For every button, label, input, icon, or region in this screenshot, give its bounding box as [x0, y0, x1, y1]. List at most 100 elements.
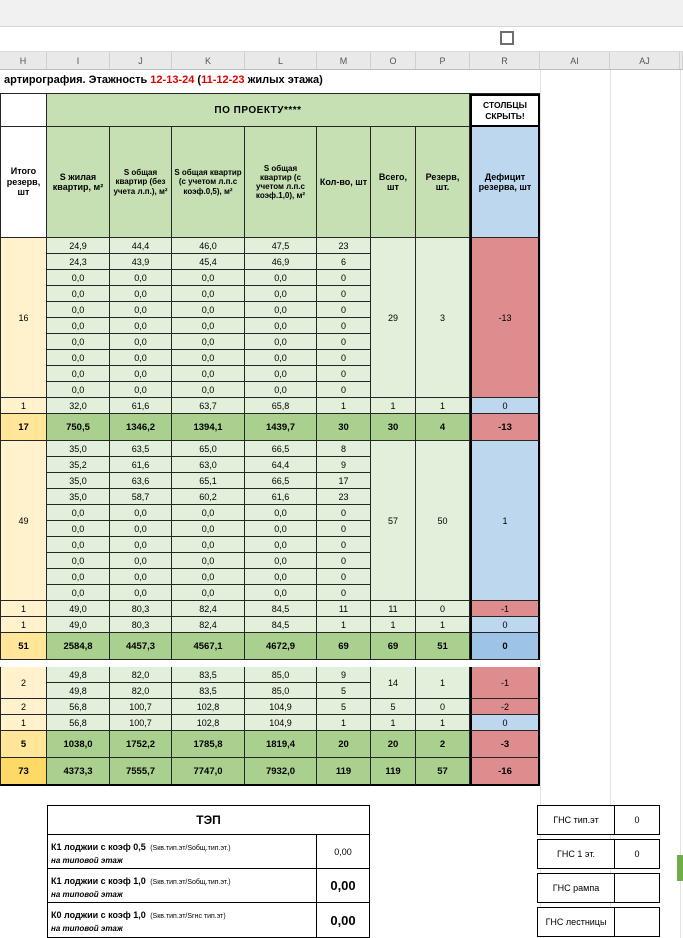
data-cell[interactable]: 30 [317, 414, 371, 441]
reserve-cell[interactable]: 1 [416, 667, 470, 699]
data-cell[interactable]: 0,0 [172, 585, 245, 601]
data-cell[interactable]: 46,9 [245, 254, 317, 270]
column-letter[interactable]: O [371, 52, 416, 69]
data-cell[interactable]: 0,0 [245, 366, 317, 382]
reserve-count-cell[interactable]: 1 [0, 398, 47, 414]
data-cell[interactable]: 17 [317, 473, 371, 489]
data-cell[interactable]: 0,0 [110, 366, 172, 382]
data-cell[interactable]: 20 [317, 731, 371, 758]
data-cell[interactable]: 0,0 [172, 382, 245, 398]
data-cell[interactable]: 0,0 [245, 286, 317, 302]
data-cell[interactable]: 0 [317, 350, 371, 366]
total-cell[interactable]: 14 [371, 667, 416, 699]
reserve-cell[interactable]: 1 [416, 715, 470, 731]
data-cell[interactable]: 750,5 [47, 414, 110, 441]
data-cell[interactable]: 35,0 [47, 473, 110, 489]
data-cell[interactable]: 85,0 [245, 683, 317, 699]
data-cell[interactable]: 2584,8 [47, 633, 110, 660]
reserve-count-cell[interactable]: 16 [0, 238, 47, 398]
data-cell[interactable]: 0,0 [245, 334, 317, 350]
data-cell[interactable]: 1819,4 [245, 731, 317, 758]
data-cell[interactable]: 0,0 [110, 302, 172, 318]
gns-value-cell[interactable]: 0 [615, 839, 660, 869]
data-cell[interactable]: 0,0 [172, 334, 245, 350]
data-cell[interactable]: 9 [317, 667, 371, 683]
reserve-count-cell[interactable]: 1 [0, 617, 47, 633]
data-cell[interactable]: 1 [317, 715, 371, 731]
sheet-title[interactable]: артирография. Этажность 12-13-24 (11-12-… [4, 74, 323, 86]
data-cell[interactable]: 63,7 [172, 398, 245, 414]
column-letter[interactable]: J [110, 52, 172, 69]
header-kolvo[interactable]: Кол-во, шт [317, 127, 371, 238]
total-cell[interactable]: 119 [371, 758, 416, 786]
data-cell[interactable]: 8 [317, 441, 371, 457]
checkbox-control[interactable] [500, 31, 514, 45]
data-cell[interactable]: 0,0 [245, 553, 317, 569]
reserve-count-cell[interactable]: 1 [0, 715, 47, 731]
reserve-cell[interactable]: 2 [416, 731, 470, 758]
reserve-cell[interactable]: 0 [416, 699, 470, 715]
data-cell[interactable]: 0,0 [245, 270, 317, 286]
deficit-cell[interactable]: 0 [470, 715, 540, 731]
data-cell[interactable]: 0,0 [172, 569, 245, 585]
data-cell[interactable]: 0,0 [172, 537, 245, 553]
header-itogo-reserve[interactable]: Итого резерв, шт [0, 127, 47, 238]
header-s-koef10[interactable]: S общая квартир (с учетом л.п.с коэф.1,0… [245, 127, 317, 238]
data-cell[interactable]: 49,0 [47, 617, 110, 633]
gns-label-cell[interactable]: ГНС тип.эт [537, 805, 615, 835]
data-cell[interactable]: 102,8 [172, 699, 245, 715]
data-cell[interactable]: 85,0 [245, 667, 317, 683]
data-cell[interactable]: 6 [317, 254, 371, 270]
data-cell[interactable]: 4567,1 [172, 633, 245, 660]
data-cell[interactable]: 82,4 [172, 617, 245, 633]
data-cell[interactable]: 0,0 [172, 366, 245, 382]
data-cell[interactable]: 9 [317, 457, 371, 473]
data-cell[interactable]: 0,0 [47, 286, 110, 302]
gns-value-cell[interactable] [615, 873, 660, 903]
data-cell[interactable]: 0,0 [110, 521, 172, 537]
data-cell[interactable]: 83,5 [172, 667, 245, 683]
data-cell[interactable]: 0 [317, 521, 371, 537]
header-vsego[interactable]: Всего, шт [371, 127, 416, 238]
column-letter[interactable]: L [245, 52, 317, 69]
data-cell[interactable]: 0,0 [245, 569, 317, 585]
data-cell[interactable]: 1346,2 [110, 414, 172, 441]
data-cell[interactable]: 100,7 [110, 715, 172, 731]
deficit-cell[interactable]: -1 [470, 601, 540, 617]
data-cell[interactable]: 49,0 [47, 601, 110, 617]
reserve-cell[interactable]: 3 [416, 238, 470, 398]
tep-label-cell[interactable]: К1 лоджии с коэф 0,5 (Sкв.тип.эт/Sобщ.ти… [48, 835, 317, 868]
data-cell[interactable]: 0,0 [110, 334, 172, 350]
data-cell[interactable]: 0,0 [245, 521, 317, 537]
data-cell[interactable]: 0 [317, 318, 371, 334]
column-letter[interactable]: I [47, 52, 110, 69]
data-cell[interactable]: 0,0 [110, 270, 172, 286]
data-cell[interactable]: 32,0 [47, 398, 110, 414]
data-cell[interactable]: 4672,9 [245, 633, 317, 660]
data-cell[interactable]: 0,0 [110, 286, 172, 302]
data-cell[interactable]: 1785,8 [172, 731, 245, 758]
data-cell[interactable]: 0,0 [110, 350, 172, 366]
reserve-cell[interactable]: 1 [416, 617, 470, 633]
total-cell[interactable]: 5 [371, 699, 416, 715]
data-cell[interactable]: 61,6 [245, 489, 317, 505]
data-cell[interactable]: 45,4 [172, 254, 245, 270]
tep-title-cell[interactable]: ТЭП [48, 806, 369, 835]
data-cell[interactable]: 56,8 [47, 715, 110, 731]
reserve-cell[interactable]: 51 [416, 633, 470, 660]
data-cell[interactable]: 65,8 [245, 398, 317, 414]
deficit-cell[interactable]: -2 [470, 699, 540, 715]
data-cell[interactable]: 44,4 [110, 238, 172, 254]
data-cell[interactable]: 56,8 [47, 699, 110, 715]
data-cell[interactable]: 1439,7 [245, 414, 317, 441]
data-cell[interactable]: 46,0 [172, 238, 245, 254]
column-letter[interactable]: AJ [610, 52, 680, 69]
data-cell[interactable]: 0 [317, 553, 371, 569]
column-letter[interactable]: R [470, 52, 540, 69]
tep-value-cell[interactable]: 0,00 [330, 912, 356, 928]
data-cell[interactable]: 0 [317, 334, 371, 350]
data-cell[interactable]: 0,0 [47, 334, 110, 350]
reserve-cell[interactable]: 0 [416, 601, 470, 617]
gns-label-cell[interactable]: ГНС 1 эт. [537, 839, 615, 869]
data-cell[interactable]: 0,0 [110, 382, 172, 398]
